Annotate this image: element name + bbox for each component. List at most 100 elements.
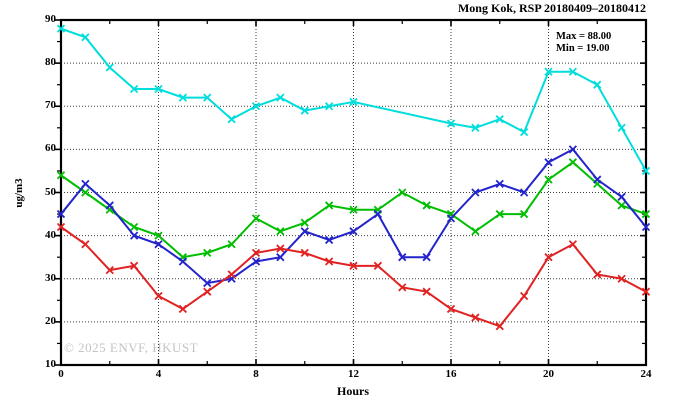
- marker-blue: [617, 192, 626, 201]
- x-axis-tick-label: 24: [640, 368, 652, 380]
- marker-red: [544, 253, 553, 262]
- marker-green: [398, 188, 407, 197]
- marker-cyan: [349, 97, 358, 107]
- marker-cyan: [568, 67, 578, 76]
- marker-green: [324, 201, 334, 210]
- watermark: © 2025 ENVF, HKUST: [64, 340, 199, 355]
- marker-cyan: [300, 106, 309, 115]
- marker-red: [300, 248, 309, 258]
- marker-blue: [544, 158, 553, 167]
- marker-blue: [446, 214, 456, 223]
- marker-green: [617, 201, 626, 210]
- y-axis-tick-label: 50: [45, 185, 56, 198]
- marker-red: [56, 222, 66, 232]
- marker-green: [154, 231, 163, 240]
- marker-red: [617, 274, 626, 283]
- x-axis-tick-label: 16: [445, 368, 457, 380]
- marker-blue: [276, 253, 285, 262]
- x-axis-tick-label: 20: [543, 368, 554, 380]
- y-axis-tick-label: 60: [45, 142, 56, 155]
- marker-red: [641, 287, 651, 296]
- marker-blue: [178, 257, 188, 266]
- marker-blue: [300, 227, 309, 236]
- marker-cyan: [544, 67, 553, 76]
- marker-cyan: [593, 80, 602, 89]
- marker-red: [349, 261, 358, 270]
- marker-green: [641, 209, 651, 219]
- marker-red: [398, 283, 407, 292]
- marker-red: [471, 313, 480, 322]
- marker-blue: [495, 179, 504, 189]
- marker-cyan: [276, 93, 285, 102]
- marker-cyan: [617, 123, 626, 132]
- marker-green: [251, 214, 261, 223]
- marker-green: [519, 209, 529, 219]
- marker-cyan: [324, 102, 334, 111]
- marker-cyan: [519, 127, 529, 137]
- marker-green: [568, 158, 578, 167]
- marker-blue: [641, 222, 651, 232]
- marker-red: [593, 270, 602, 279]
- marker-blue: [105, 201, 114, 210]
- marker-green: [300, 218, 309, 227]
- marker-blue: [422, 253, 431, 262]
- series-line-cyan: [60, 27, 647, 172]
- marker-blue: [373, 209, 383, 219]
- marker-cyan: [56, 24, 66, 33]
- marker-cyan: [203, 93, 212, 102]
- marker-red: [568, 240, 578, 249]
- marker-green: [276, 227, 285, 236]
- marker-cyan: [105, 63, 114, 72]
- y-axis-tick-label: 10: [45, 358, 56, 370]
- marker-blue: [398, 253, 407, 262]
- marker-blue: [251, 257, 261, 266]
- marker-cyan: [251, 102, 261, 111]
- marker-cyan: [495, 115, 504, 124]
- chart-plot-area: [54, 18, 651, 367]
- marker-red: [373, 261, 383, 270]
- marker-red: [519, 291, 529, 301]
- min-annotation: Min = 19.00: [556, 43, 610, 54]
- marker-blue: [471, 188, 480, 197]
- marker-blue: [593, 175, 602, 184]
- marker-blue: [568, 145, 578, 154]
- marker-green: [422, 201, 431, 210]
- marker-red: [446, 304, 456, 314]
- y-axis-tick-label: 40: [45, 228, 56, 241]
- x-axis-tick-label: 12: [348, 368, 359, 380]
- marker-red: [276, 244, 285, 253]
- marker-green: [471, 227, 480, 236]
- marker-blue: [81, 179, 90, 189]
- marker-green: [544, 175, 553, 184]
- marker-green: [129, 222, 139, 232]
- marker-cyan: [641, 166, 651, 176]
- x-axis-tick-label: 4: [155, 368, 162, 380]
- plot-frame: [59, 18, 648, 367]
- marker-green: [203, 248, 212, 258]
- y-axis-tick-label: 20: [45, 314, 56, 327]
- marker-blue: [203, 278, 212, 288]
- marker-cyan: [81, 33, 90, 42]
- marker-red: [105, 265, 114, 275]
- x-axis-tick-label: 0: [58, 368, 64, 380]
- marker-red: [227, 270, 236, 279]
- marker-red: [178, 304, 188, 314]
- marker-green: [495, 209, 504, 219]
- marker-cyan: [154, 84, 163, 94]
- marker-green: [56, 171, 66, 180]
- marker-red: [422, 287, 431, 296]
- marker-blue: [154, 240, 163, 249]
- marker-red: [324, 257, 334, 266]
- marker-blue: [56, 209, 66, 219]
- marker-green: [81, 188, 90, 197]
- marker-green: [349, 205, 358, 214]
- max-annotation: Max = 88.00: [556, 31, 612, 42]
- chart-title: Mong Kok, RSP 20180409–20180412: [457, 1, 646, 15]
- marker-red: [81, 240, 90, 249]
- y-axis-tick-label: 70: [45, 99, 56, 112]
- marker-cyan: [446, 119, 456, 128]
- y-axis-tick-label: 30: [45, 271, 56, 284]
- marker-blue: [324, 235, 334, 245]
- x-axis-label: Hours: [336, 384, 369, 398]
